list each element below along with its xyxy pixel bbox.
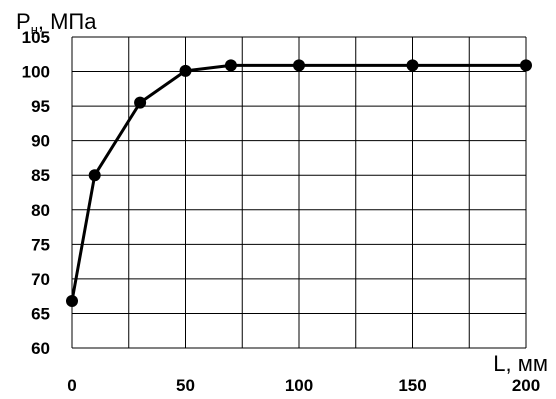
y-tick-label-90: 90 [31, 132, 50, 151]
y-tick-label-95: 95 [31, 97, 50, 116]
y-axis-label-unit: , МПа [38, 9, 97, 34]
data-point-x0 [66, 295, 78, 308]
data-point-x30 [134, 96, 147, 109]
y-tick-label-65: 65 [31, 304, 50, 323]
y-tick-label-105: 105 [22, 28, 50, 47]
y-tick-label-60: 60 [31, 339, 50, 358]
x-axis-label: L, мм [493, 351, 548, 376]
series-line-group [70, 63, 526, 302]
data-point-x100 [293, 59, 305, 72]
y-tick-label-85: 85 [31, 166, 50, 185]
y-tick-label-75: 75 [31, 235, 50, 254]
y-tick-label-80: 80 [31, 201, 50, 220]
y-axis-label-main: P [16, 9, 31, 34]
data-point-x70 [224, 59, 237, 72]
data-point-x10 [88, 169, 101, 182]
x-tick-label-50: 50 [176, 376, 195, 395]
y-axis-label: Pн, МПа [16, 9, 97, 37]
x-tick-label-200: 200 [512, 376, 540, 395]
x-tick-label-0: 0 [67, 376, 76, 395]
y-axis-label-subscript: н [31, 22, 38, 37]
series-line-0 [70, 63, 526, 302]
axis-labels-group: Pн, МПа L, мм [16, 9, 548, 376]
data-point-x50 [179, 64, 192, 77]
y-tick-label-100: 100 [22, 63, 50, 82]
y-tick-label-70: 70 [31, 270, 50, 289]
data-point-x150 [406, 59, 419, 72]
grid-lines [71, 36, 527, 349]
data-points-group [66, 59, 532, 308]
x-tick-label-150: 150 [398, 376, 426, 395]
data-point-x200 [520, 59, 532, 72]
x-tick-label-100: 100 [285, 376, 313, 395]
tick-labels-group: 60 65 70 75 80 85 90 95 100 105 0 50 100 150 200 [22, 28, 541, 395]
